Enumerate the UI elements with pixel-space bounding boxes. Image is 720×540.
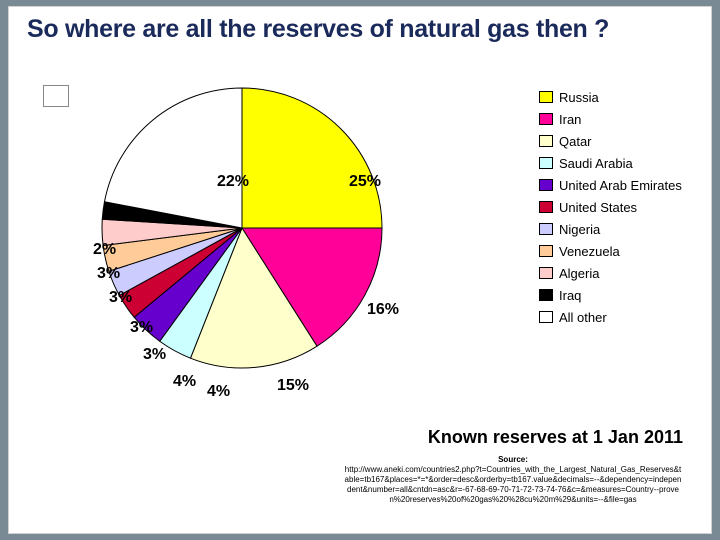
page-title: So where are all the reserves of natural… bbox=[27, 15, 609, 44]
pie-chart: 25%16%15%4%4%3%3%3%3%2%22% bbox=[97, 83, 387, 373]
legend-item: United Arab Emirates bbox=[539, 175, 689, 195]
legend-swatch bbox=[539, 201, 553, 213]
legend-label: Qatar bbox=[559, 134, 592, 149]
pie-slice-label: 22% bbox=[217, 173, 249, 191]
legend-label: United Arab Emirates bbox=[559, 178, 682, 193]
legend-item: Qatar bbox=[539, 131, 689, 151]
pie-slice-label: 3% bbox=[143, 346, 166, 364]
legend-label: Iraq bbox=[559, 288, 581, 303]
legend-swatch bbox=[539, 311, 553, 323]
legend-swatch bbox=[539, 245, 553, 257]
legend-swatch bbox=[539, 91, 553, 103]
pie-slice-label: 2% bbox=[93, 241, 116, 259]
pie-slice-label: 15% bbox=[277, 377, 309, 395]
chart-area: 25% 16% 15% 4% 4% 3% 3% 3% 3% 2% 22% bbox=[37, 67, 557, 447]
legend-item: Iran bbox=[539, 109, 689, 129]
pie-slice-label: 3% bbox=[109, 289, 132, 307]
legend-item: Algeria bbox=[539, 263, 689, 283]
legend-item: United States bbox=[539, 197, 689, 217]
legend-label: Algeria bbox=[559, 266, 599, 281]
legend-swatch bbox=[539, 267, 553, 279]
legend-swatch bbox=[539, 179, 553, 191]
legend-label: United States bbox=[559, 200, 637, 215]
legend: Russia Iran Qatar Saudi Arabia United Arab E… bbox=[539, 87, 689, 329]
legend-item: Nigeria bbox=[539, 219, 689, 239]
pie-slice-label: 4% bbox=[173, 373, 196, 391]
pie-slice-label: 16% bbox=[367, 301, 399, 319]
source-citation: Source: http://www.aneki.com/countries2.… bbox=[343, 455, 683, 505]
pie-slice-label: 3% bbox=[130, 319, 153, 337]
pie-slice-label: 3% bbox=[97, 265, 120, 283]
pie-slice bbox=[242, 88, 382, 228]
legend-label: Nigeria bbox=[559, 222, 600, 237]
legend-label: Venezuela bbox=[559, 244, 620, 259]
pie-slice-label: 4% bbox=[207, 383, 230, 401]
pie-slice-label: 25% bbox=[349, 173, 381, 191]
legend-item: Venezuela bbox=[539, 241, 689, 261]
legend-swatch bbox=[539, 223, 553, 235]
legend-swatch bbox=[539, 113, 553, 125]
source-header: Source: bbox=[498, 455, 528, 464]
legend-swatch bbox=[539, 135, 553, 147]
legend-label: All other bbox=[559, 310, 607, 325]
legend-label: Iran bbox=[559, 112, 581, 127]
legend-swatch bbox=[539, 289, 553, 301]
legend-label: Saudi Arabia bbox=[559, 156, 633, 171]
legend-item: Saudi Arabia bbox=[539, 153, 689, 173]
legend-label: Russia bbox=[559, 90, 599, 105]
legend-item: Russia bbox=[539, 87, 689, 107]
subtitle: Known reserves at 1 Jan 2011 bbox=[428, 427, 683, 448]
slide: So where are all the reserves of natural… bbox=[8, 6, 712, 534]
legend-item: Iraq bbox=[539, 285, 689, 305]
legend-item: All other bbox=[539, 307, 689, 327]
source-body: http://www.aneki.com/countries2.php?t=Co… bbox=[345, 465, 682, 504]
legend-swatch bbox=[539, 157, 553, 169]
